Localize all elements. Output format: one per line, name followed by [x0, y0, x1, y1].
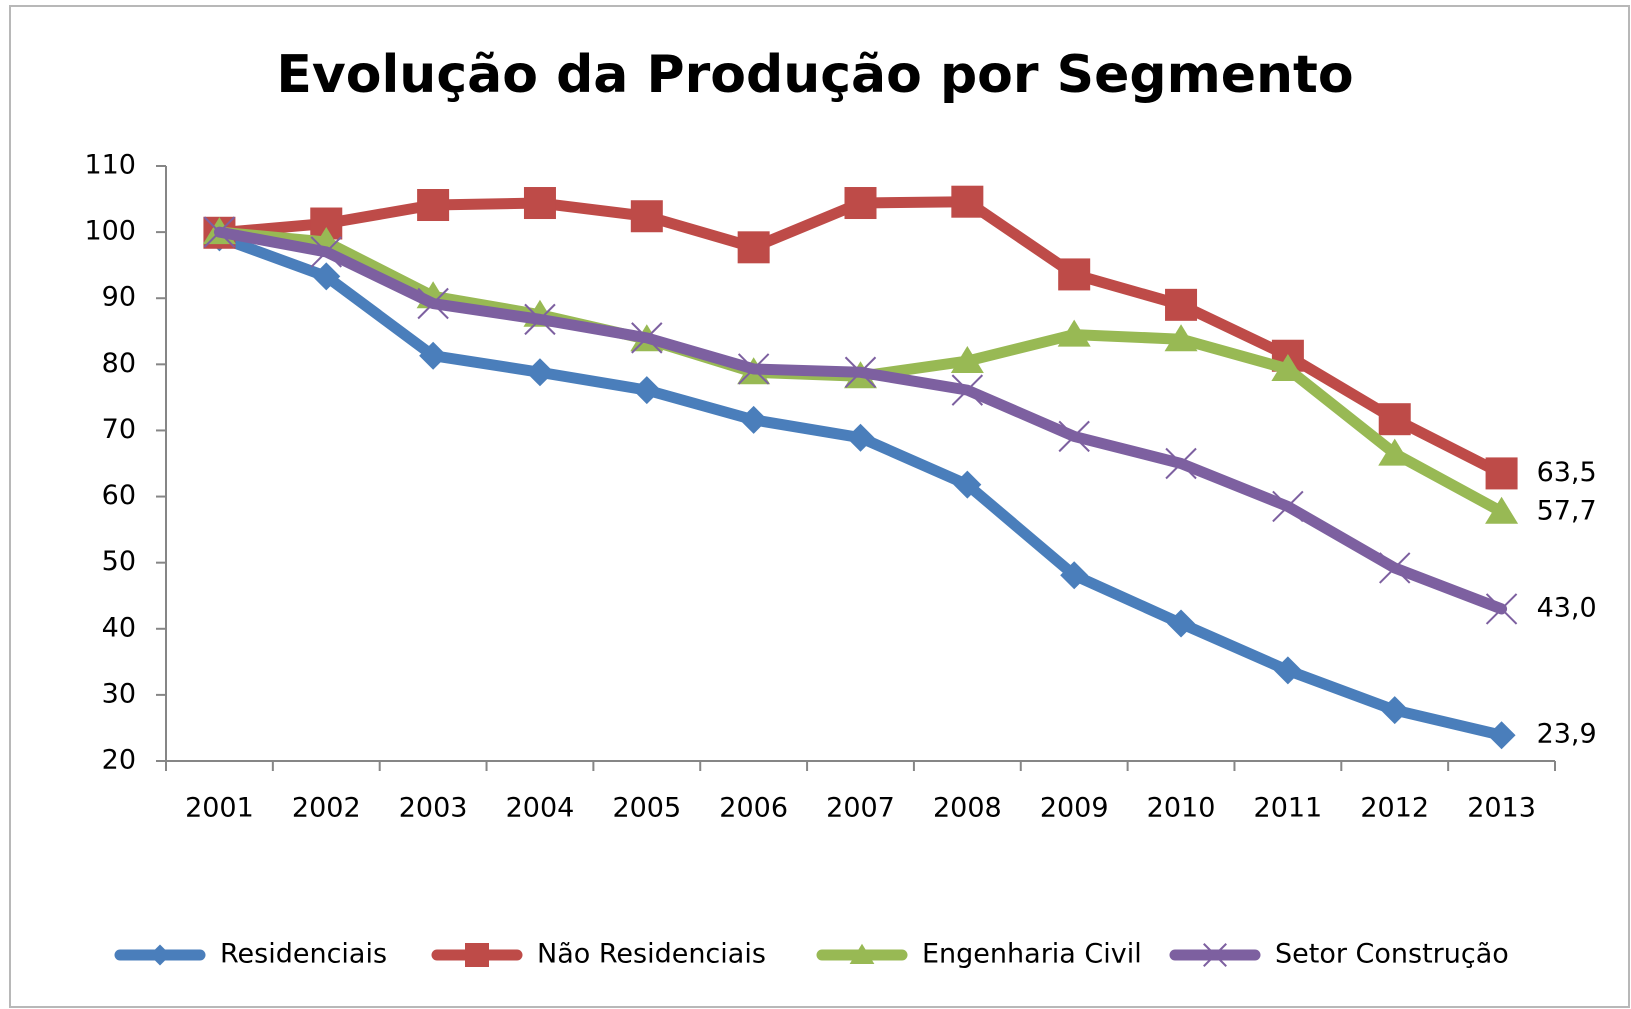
x-tick-label: 2006: [719, 793, 788, 824]
marker: [465, 943, 489, 967]
marker: [1165, 447, 1197, 480]
y-tick-label: 60: [102, 480, 136, 511]
chart-frame: [9, 5, 1630, 1008]
marker: [1203, 943, 1227, 967]
marker: [1380, 696, 1409, 725]
marker: [525, 358, 554, 387]
value-label: 57,7: [1537, 495, 1597, 526]
marker: [1378, 403, 1411, 436]
marker: [419, 341, 448, 370]
marker: [849, 943, 875, 964]
marker: [739, 405, 768, 434]
marker: [1487, 721, 1516, 750]
x-tick-label: 2010: [1147, 793, 1216, 824]
marker: [1164, 324, 1198, 352]
marker: [1379, 552, 1411, 584]
marker: [630, 200, 663, 233]
marker: [1271, 353, 1305, 381]
y-tick-label: 50: [102, 546, 136, 577]
marker: [1165, 288, 1198, 321]
y-tick-label: 100: [84, 216, 136, 247]
marker: [846, 423, 875, 452]
y-tick-label: 70: [102, 414, 136, 445]
x-tick-label: 2002: [292, 793, 361, 824]
x-tick-label: 2005: [612, 793, 681, 824]
marker: [1273, 656, 1302, 685]
marker: [951, 185, 984, 218]
x-tick-label: 2013: [1467, 793, 1536, 824]
marker: [203, 216, 236, 248]
marker: [737, 353, 770, 385]
marker: [1057, 319, 1091, 347]
legend-label: Engenharia Civil: [922, 939, 1142, 970]
marker: [1485, 496, 1519, 524]
marker: [950, 346, 984, 374]
legend-label: Não Residenciais: [537, 939, 766, 970]
marker: [1378, 438, 1412, 466]
marker: [737, 231, 770, 264]
marker: [524, 303, 556, 336]
legend-label: Setor Construção: [1275, 939, 1509, 970]
legend-label: Residenciais: [220, 939, 387, 970]
marker: [417, 189, 450, 222]
y-tick-label: 90: [102, 282, 136, 313]
y-tick-label: 40: [102, 612, 136, 643]
marker: [1058, 258, 1091, 291]
x-tick-label: 2011: [1254, 793, 1323, 824]
x-tick-label: 2012: [1360, 793, 1429, 824]
y-tick-label: 110: [84, 150, 136, 181]
value-label: 23,9: [1537, 719, 1597, 750]
marker: [312, 262, 341, 291]
marker: [523, 187, 556, 220]
x-tick-label: 2007: [826, 793, 895, 824]
y-tick-label: 20: [102, 745, 136, 776]
x-tick-label: 2009: [1040, 793, 1109, 824]
x-tick-label: 2008: [933, 793, 1002, 824]
marker: [951, 374, 984, 406]
y-tick-label: 80: [102, 348, 136, 379]
marker: [417, 287, 449, 320]
value-label: 43,0: [1537, 592, 1597, 623]
x-tick-label: 2003: [399, 793, 468, 824]
marker: [632, 376, 661, 405]
marker: [1485, 593, 1518, 625]
marker: [1272, 490, 1304, 523]
marker: [844, 187, 877, 220]
chart-title: Evolução da Produção por Segmento: [276, 45, 1353, 105]
marker: [1060, 561, 1089, 590]
y-tick-label: 30: [102, 678, 136, 709]
marker: [631, 322, 663, 354]
marker: [1058, 420, 1090, 453]
x-tick-label: 2004: [506, 793, 575, 824]
marker: [310, 236, 342, 268]
marker: [1167, 609, 1196, 638]
value-label: 63,5: [1537, 457, 1597, 488]
marker: [149, 944, 171, 966]
marker: [1485, 457, 1518, 490]
marker: [953, 470, 982, 499]
marker: [844, 356, 877, 388]
x-tick-label: 2001: [185, 793, 254, 824]
